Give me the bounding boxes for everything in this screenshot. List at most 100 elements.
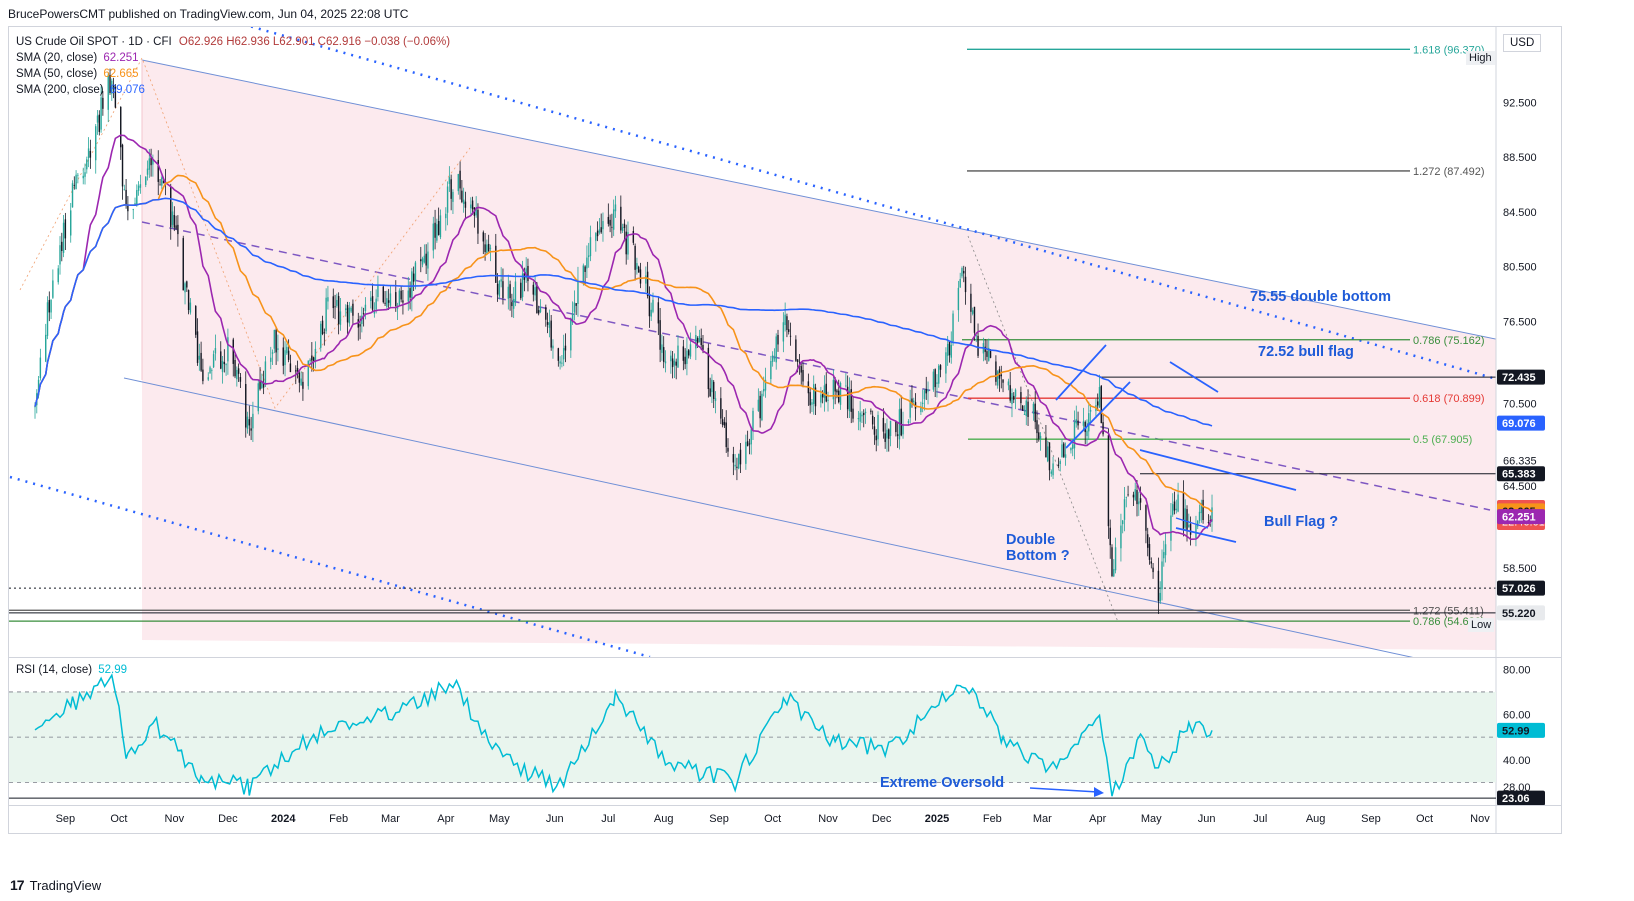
candle-body [1032,403,1035,414]
chart-legend[interactable]: US Crude Oil SPOT · 1D · CFI O62.926 H62… [16,34,450,98]
candle-body [89,150,92,158]
legend-sma50-row[interactable]: SMA (50, close) 62.665 [16,66,450,82]
rsi-badge [1497,722,1545,738]
candle-body [886,429,888,439]
time-tick-label: Sep [1361,813,1381,825]
candle-body [662,347,665,362]
candle-body [71,183,74,208]
candle-body [1188,524,1190,528]
candle-body [375,298,377,310]
candle-body [1184,508,1186,528]
candle-body [1039,435,1042,440]
candle-body [557,348,560,361]
candle-body [562,348,565,360]
candle-body [1189,523,1192,535]
channel-top-line[interactable] [141,59,1500,340]
candle-body [287,350,290,360]
candle-body [811,402,813,405]
candle-body [720,398,722,419]
candle-body [707,347,710,390]
annotation-bull-flag-q[interactable]: Bull Flag ? [1264,514,1339,530]
candle-body [296,367,299,374]
candle-body [686,350,688,364]
candle-body [1172,504,1174,515]
candle-body [1059,461,1061,465]
candle-body [207,377,209,380]
candle-body [198,355,201,360]
flag-pole-upper-line[interactable] [1055,344,1107,401]
rsi-line [34,673,1213,797]
bull-flag-lower-line[interactable] [1175,527,1237,543]
legend-sma20-row[interactable]: SMA (20, close) 62.251 [16,50,450,66]
candle-body [725,422,727,448]
channel-midline[interactable] [141,221,1491,511]
candle-body [1164,544,1167,556]
candle-body [1023,414,1026,415]
candle-body [825,383,827,402]
candle-body [352,303,354,316]
candle-body [146,168,149,175]
candle-body [1082,421,1085,426]
rsi-pane[interactable] [9,673,1562,799]
candle-body [321,320,324,335]
candle-body [107,74,109,110]
candle-body [582,265,585,283]
candle-body [1211,507,1213,522]
bull-flag-upper-line[interactable] [1139,449,1297,491]
candle-body [1127,494,1129,496]
candle-body [323,332,326,334]
candle-body [625,231,627,255]
candle-body [189,302,192,313]
candle-body [509,284,511,299]
candle-body [607,216,610,224]
candle-body [1114,547,1117,571]
footer-brand-name: TradingView [29,877,102,893]
candle-body [639,269,642,284]
candle-body [175,225,177,229]
footer-brand[interactable]: 17 TradingView [10,877,101,893]
candle-body [750,429,752,445]
candle-body [1050,471,1052,474]
candle-body [532,284,535,295]
rsi-legend-label: RSI (14, close) [16,664,93,676]
annotation-extreme-oversold[interactable]: Extreme Oversold [880,775,1005,791]
chart-frame[interactable] [8,26,1562,834]
annotation-double-bottom-q[interactable]: Double Bottom ? [1006,532,1070,564]
annotation-bull-flag-level[interactable]: 72.52 bull flag [1258,344,1354,360]
price-badge [1497,509,1545,525]
flag-pole-lower-line[interactable] [1065,381,1131,449]
candle-body [595,233,597,241]
candle-body [1000,374,1002,377]
time-tick-label: Feb [983,813,1002,825]
candle-body [373,311,376,314]
channel-bottom-line[interactable] [123,377,1420,659]
candle-body [512,298,515,309]
legend-symbol-row[interactable]: US Crude Oil SPOT · 1D · CFI O62.926 H62… [16,34,450,50]
candle-body [200,352,202,371]
legend-sma200-row[interactable]: SMA (200, close) 69.076 [16,82,450,98]
currency-button[interactable]: USD [1503,34,1542,52]
candle-body [139,184,142,188]
candle-body [84,172,86,177]
candle-body [311,355,313,361]
price-badge-text: 72.435 [1502,372,1536,384]
candle-body [809,392,811,406]
pattern-drawings [1055,344,1297,543]
candle-body [325,297,327,332]
candle-body [664,361,667,364]
rsi-legend[interactable]: RSI (14, close) 52.99 [16,664,127,676]
annotation-double-bottom-level[interactable]: 75.55 double bottom [1250,289,1391,305]
candle-body [871,415,874,425]
candle-body [946,343,949,356]
candle-body [420,259,422,262]
candle-body [659,320,661,350]
candle-body [632,231,635,243]
candle-body [800,366,802,373]
candle-body [1182,492,1185,529]
time-axis[interactable]: Sep Oct Nov Dec 2024 Feb Mar Apr May Jun Jul Aug Sep… [9,805,1562,826]
candle-body [850,389,852,412]
candle-body [421,258,424,265]
price-axis[interactable]: 92.500 88.500 84.500 80.500 76.500 70.500 66.3… [1495,27,1545,833]
